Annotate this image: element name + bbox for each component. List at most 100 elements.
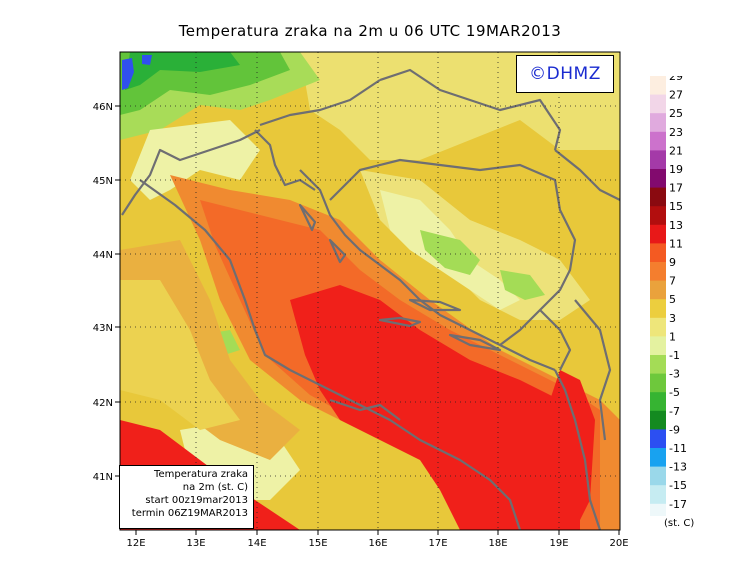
temperature-zone-cold — [500, 270, 545, 300]
colorbar-label: 25 — [669, 107, 683, 120]
colorbar-swatch — [650, 429, 666, 449]
temperature-zone-3 — [130, 120, 260, 200]
lon-label: 14E — [247, 538, 266, 549]
temperature-zone-cold — [125, 52, 240, 90]
colorbar-swatch — [650, 448, 666, 468]
colorbar-label: -9 — [669, 423, 680, 436]
colorbar-swatch — [650, 299, 666, 319]
colorbar-label: 13 — [669, 219, 683, 232]
lon-label: 13E — [186, 538, 205, 549]
longitude-labels: 12E 13E 14E 15E 16E 17E 18E 19E 20E — [126, 538, 628, 549]
colorbar-swatch — [650, 355, 666, 375]
colorbar-label: 7 — [669, 275, 676, 288]
lon-label: 18E — [488, 538, 507, 549]
legend-line: start 00z19mar2013 — [145, 495, 248, 506]
colorbar-label: 3 — [669, 312, 676, 325]
lon-label: 12E — [126, 538, 145, 549]
albania-coast — [554, 369, 602, 530]
colorbar-swatch — [650, 485, 666, 505]
temperature-zone-5 — [120, 280, 240, 430]
bosnia-border — [329, 158, 577, 346]
montenegro-border — [539, 309, 572, 371]
croatia-north-border — [379, 68, 562, 151]
colorbar-swatch — [650, 466, 666, 486]
lat-label: 41N — [93, 472, 113, 483]
lon-label: 19E — [549, 538, 568, 549]
italy-east-coast — [121, 129, 261, 216]
temperature-zone-13 — [550, 370, 595, 530]
slovenia-border — [259, 79, 381, 127]
island-2 — [408, 298, 462, 312]
colorbar-label: -17 — [669, 498, 687, 511]
colorbar-label: 29 — [669, 76, 683, 83]
colorbar-swatch — [650, 224, 666, 244]
colorbar-swatch — [650, 187, 666, 207]
lon-label: 20E — [609, 538, 628, 549]
lat-label: 45N — [93, 176, 113, 187]
colorbar-label: 19 — [669, 163, 683, 176]
lat-label: 44N — [93, 250, 113, 261]
map-legend-box: Temperatura zraka na 2m (st. C) start 00… — [119, 465, 254, 529]
colorbar-swatch — [650, 262, 666, 282]
lon-label: 16E — [368, 538, 387, 549]
colorbar-label: 1 — [669, 330, 676, 343]
colorbar-label: -5 — [669, 386, 680, 399]
lat-label: 43N — [93, 323, 113, 334]
colorbar-label: 23 — [669, 126, 683, 139]
colorbar-label: -7 — [669, 405, 680, 418]
island-1 — [378, 316, 422, 328]
colorbar-label: -1 — [669, 349, 680, 362]
colorbar-swatch — [650, 76, 666, 96]
colorbar-swatch — [650, 94, 666, 114]
colorbar-label: 17 — [669, 182, 683, 195]
colorbar-label: 9 — [669, 256, 676, 269]
colorbar-label: -15 — [669, 479, 687, 492]
colorbar-swatch — [650, 317, 666, 337]
island-5 — [298, 203, 317, 232]
island-3 — [448, 333, 502, 352]
colorbar-label: -13 — [669, 461, 687, 474]
temperature-zone-13 — [290, 285, 580, 530]
temperature-zone-cold — [122, 58, 134, 90]
colorbar-swatch — [650, 503, 666, 516]
colorbar-swatch — [650, 150, 666, 170]
lat-label: 42N — [93, 398, 113, 409]
island-4 — [328, 238, 347, 264]
dhmz-credit: ©DHMZ — [516, 55, 614, 93]
colorbar-unit: (st. C) — [664, 518, 695, 529]
coastlines — [121, 68, 620, 530]
colorbar-label: 11 — [669, 237, 683, 250]
colorbar-swatch — [650, 169, 666, 189]
gargano-coast — [329, 398, 401, 421]
colorbar-swatch — [650, 243, 666, 263]
lon-label: 17E — [428, 538, 447, 549]
map-frame — [119, 51, 621, 531]
map-title: Temperatura zraka na 2m u 06 UTC 19MAR20… — [178, 22, 562, 40]
colorbar-label: -11 — [669, 442, 687, 455]
latitude-labels: 46N 45N 44N 43N 42N 41N — [93, 102, 113, 483]
graticule — [120, 52, 620, 530]
colorbar-swatch — [650, 410, 666, 430]
colorbar: 29 27 25 23 21 19 17 15 13 11 9 7 5 3 1 -1 -3 -5 -7 -9 -11 -1… — [650, 76, 687, 516]
temperature-zone-cold — [420, 230, 480, 275]
legend-line: na 2m (st. C) — [182, 482, 248, 493]
colorbar-swatch — [650, 131, 666, 151]
colorbar-swatch — [650, 373, 666, 393]
istria-coast — [254, 129, 316, 191]
colorbar-label: 15 — [669, 200, 683, 213]
colorbar-label: 21 — [669, 144, 683, 157]
colorbar-swatch — [650, 206, 666, 226]
colorbar-label: 27 — [669, 89, 683, 102]
colorbar-swatch — [650, 280, 666, 300]
italy-adriatic-coast — [139, 179, 522, 530]
colorbar-swatch — [650, 392, 666, 412]
temperature-zone-cold — [142, 55, 152, 65]
legend-line: Temperatura zraka — [154, 469, 248, 480]
colorbar-label: -3 — [669, 368, 680, 381]
lon-label: 15E — [308, 538, 327, 549]
colorbar-swatch — [650, 113, 666, 133]
lat-label: 46N — [93, 102, 113, 113]
albania-border — [574, 299, 612, 441]
legend-line: termin 06Z19MAR2013 — [131, 508, 248, 519]
